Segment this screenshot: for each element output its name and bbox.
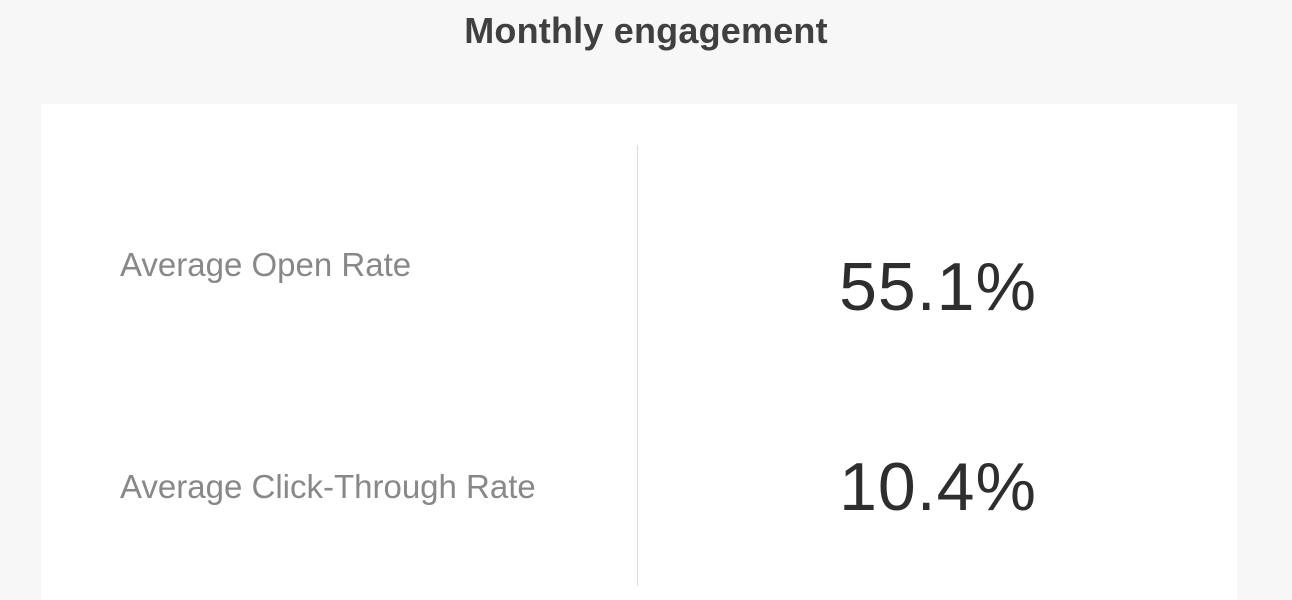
divider (637, 145, 638, 586)
title: Monthly engagement (464, 10, 828, 51)
metric-label: Average Click-Through Rate (120, 468, 536, 505)
stats-card: Average Open Rate 55.1% Average Click-Thro… (41, 104, 1237, 600)
metric-value: 55.1% (839, 249, 1037, 325)
metric-value: 10.4% (839, 449, 1037, 525)
metric-label: Average Open Rate (120, 246, 412, 283)
